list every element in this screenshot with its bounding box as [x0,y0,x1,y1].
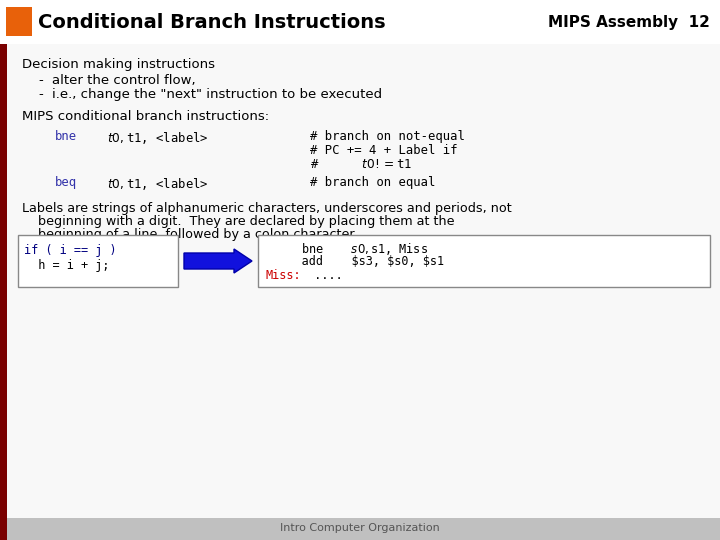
Text: $t0, $t1, <label>: $t0, $t1, <label> [85,176,209,192]
Text: # PC += 4 + Label if: # PC += 4 + Label if [310,144,457,157]
Bar [0,0,720,44]
Text: add    $s3, $s0, $s1: add $s3, $s0, $s1 [266,255,444,268]
Text: MIPS conditional branch instructions:: MIPS conditional branch instructions: [22,110,269,123]
Text: if ( i == j ): if ( i == j ) [24,244,117,257]
Text: -: - [38,74,42,87]
Bar [6,7,32,36]
Text: beginning of a line, followed by a colon character.: beginning of a line, followed by a colon… [38,228,358,241]
Text: beq: beq [55,176,77,189]
Text: # branch on not-equal: # branch on not-equal [310,130,465,143]
Text: # branch on equal: # branch on equal [310,176,436,189]
FancyArrow shape [184,249,252,273]
Text: Miss:: Miss: [266,269,302,282]
Text: Intro Computer Organization: Intro Computer Organization [280,523,440,533]
Text: Labels are strings of alphanumeric characters, underscores and periods, not: Labels are strings of alphanumeric chara… [22,202,512,215]
Text: bne: bne [55,130,77,143]
Text: ....: .... [300,269,343,282]
Text: $t0, $t1, <label>: $t0, $t1, <label> [85,130,209,146]
Text: Conditional Branch Instructions: Conditional Branch Instructions [38,12,386,31]
Text: h = i + j;: h = i + j; [24,259,109,272]
Text: i.e., change the "next" instruction to be executed: i.e., change the "next" instruction to b… [52,88,382,101]
Bar [258,235,710,287]
Bar [7,44,720,518]
Bar [0,44,7,540]
Bar [18,235,178,287]
Text: Decision making instructions: Decision making instructions [22,58,215,71]
Text: #      $t0 != $t1: # $t0 != $t1 [310,158,413,171]
Text: alter the control flow,: alter the control flow, [52,74,196,87]
Text: MIPS Assembly  12: MIPS Assembly 12 [548,15,710,30]
Text: bne    $s0, $s1, Miss: bne $s0, $s1, Miss [266,241,428,257]
Text: -: - [38,88,42,101]
Text: beginning with a digit.  They are declared by placing them at the: beginning with a digit. They are declare… [38,215,454,228]
